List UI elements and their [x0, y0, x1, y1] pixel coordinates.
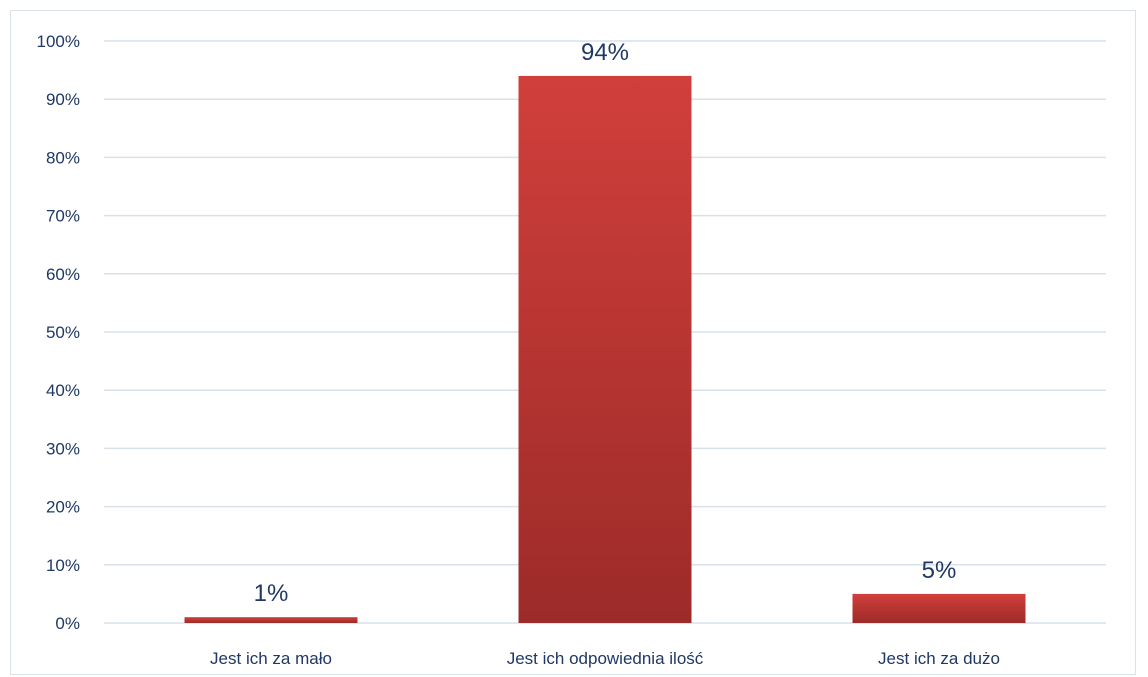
y-tick-label: 20% [46, 498, 80, 517]
x-tick-label: Jest ich za dużo [878, 649, 1000, 668]
bar [518, 75, 692, 624]
bar [852, 593, 1026, 623]
y-tick-label: 100% [37, 32, 80, 51]
y-tick-label: 0% [55, 614, 80, 633]
x-tick-label: Jest ich za mało [210, 649, 332, 668]
y-tick-label: 80% [46, 148, 80, 167]
data-label: 5% [922, 557, 957, 584]
y-tick-label: 60% [46, 265, 80, 284]
x-tick-label: Jest ich odpowiednia ilość [507, 649, 704, 668]
data-label: 1% [254, 580, 289, 607]
y-tick-label: 70% [46, 207, 80, 226]
y-axis-ticks: 0% 10% 20% 30% 40% 50% 60% 70% 80% 90% 100% [37, 32, 80, 633]
x-axis-ticks: Jest ich za mało Jest ich odpowiednia ilo… [210, 649, 1000, 668]
y-tick-label: 10% [46, 556, 80, 575]
bar [184, 617, 358, 623]
data-labels: 1% 94% 5% [254, 39, 957, 607]
y-tick-label: 50% [46, 323, 80, 342]
y-tick-label: 90% [46, 90, 80, 109]
y-tick-label: 40% [46, 381, 80, 400]
data-label: 94% [581, 39, 629, 66]
bars [184, 75, 1026, 624]
y-tick-label: 30% [46, 439, 80, 458]
